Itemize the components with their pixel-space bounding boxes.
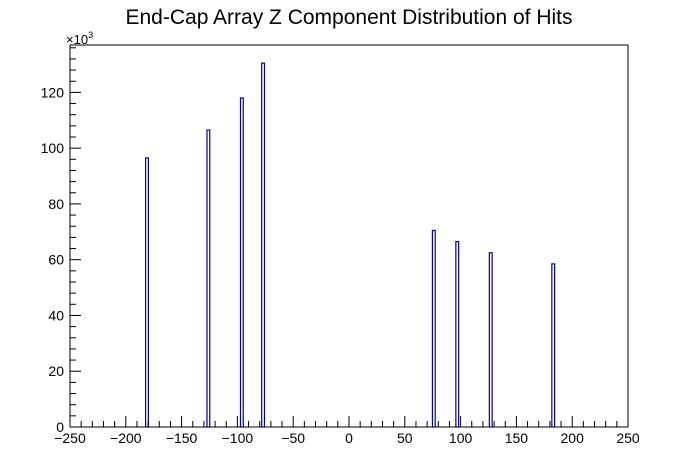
histogram-bar [455,240,460,428]
histogram-bar [488,252,493,428]
histogram-bar [145,157,149,428]
x-axis: −250 −200 −150 −100 −50 0 50 100 150 200 250 [54,416,640,446]
x-tick-label: 100 [449,430,473,446]
x-tick-label: −200 [110,430,142,446]
x-tick-label: −150 [166,430,198,446]
x-tick-label: 150 [505,430,529,446]
histogram-bar [239,97,244,428]
y-tick-label: 120 [41,84,65,100]
x-tick-label: 250 [616,430,640,446]
y-tick-label: 100 [41,140,65,156]
y-tick-label: 0 [56,419,64,435]
x-tick-label: −50 [281,430,305,446]
y-axis-multiplier-exponent: 3 [88,30,93,40]
x-tick-label: 0 [345,430,353,446]
y-tick-label: 40 [48,307,64,323]
x-tick-label: −100 [222,430,254,446]
y-tick-label: 60 [48,252,64,268]
x-tick-label: 200 [561,430,585,446]
y-tick-label: 20 [48,363,64,379]
histogram-bar [206,129,211,428]
plot-frame [69,44,629,428]
y-axis: 0 20 40 60 80 100 120 [41,47,81,435]
plot-border [69,44,629,428]
histogram-bars [145,62,556,428]
y-axis-multiplier-base: ×10 [66,32,88,47]
x-tick-label: 50 [397,430,413,446]
x-tick-label: −250 [54,430,86,446]
y-tick-label: 80 [48,196,64,212]
chart-title: End-Cap Array Z Component Distribution o… [125,6,572,29]
histogram-bar [261,62,266,428]
histogram-bar [551,263,556,428]
y-axis-multiplier: ×103 [66,30,93,47]
histogram-bar [431,229,436,428]
